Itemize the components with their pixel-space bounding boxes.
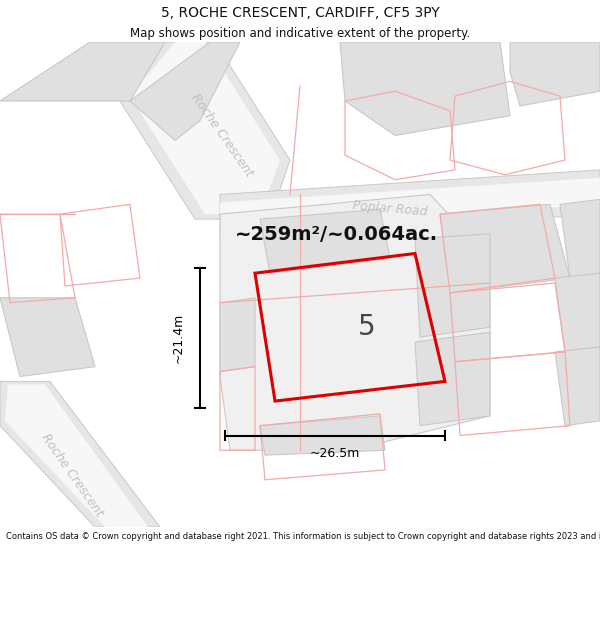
Text: 5: 5 — [358, 313, 376, 341]
Polygon shape — [415, 332, 490, 426]
Polygon shape — [560, 199, 600, 278]
Text: Contains OS data © Crown copyright and database right 2021. This information is : Contains OS data © Crown copyright and d… — [6, 532, 600, 541]
Polygon shape — [130, 42, 240, 141]
Text: 5, ROCHE CRESCENT, CARDIFF, CF5 3PY: 5, ROCHE CRESCENT, CARDIFF, CF5 3PY — [161, 6, 439, 20]
Polygon shape — [0, 298, 95, 376]
Polygon shape — [220, 170, 600, 239]
Polygon shape — [260, 416, 385, 455]
Text: ~259m²/~0.064ac.: ~259m²/~0.064ac. — [235, 224, 438, 244]
Polygon shape — [220, 194, 490, 450]
Polygon shape — [555, 273, 600, 352]
Polygon shape — [120, 42, 290, 219]
Text: ~21.4m: ~21.4m — [172, 313, 185, 363]
Polygon shape — [510, 42, 600, 106]
Polygon shape — [130, 42, 280, 214]
Polygon shape — [0, 381, 160, 527]
Text: Roche Crescent: Roche Crescent — [38, 431, 106, 519]
Text: Map shows position and indicative extent of the property.: Map shows position and indicative extent… — [130, 28, 470, 40]
Text: ~26.5m: ~26.5m — [310, 447, 360, 460]
Text: Roche Crescent: Roche Crescent — [188, 91, 256, 179]
Polygon shape — [220, 177, 600, 229]
Polygon shape — [0, 42, 165, 101]
Polygon shape — [5, 384, 148, 527]
Polygon shape — [260, 209, 390, 273]
Polygon shape — [340, 42, 510, 136]
Polygon shape — [440, 204, 570, 293]
Polygon shape — [415, 234, 490, 337]
Polygon shape — [555, 347, 600, 426]
Polygon shape — [220, 298, 255, 372]
Text: Poplar Road: Poplar Road — [352, 199, 428, 219]
